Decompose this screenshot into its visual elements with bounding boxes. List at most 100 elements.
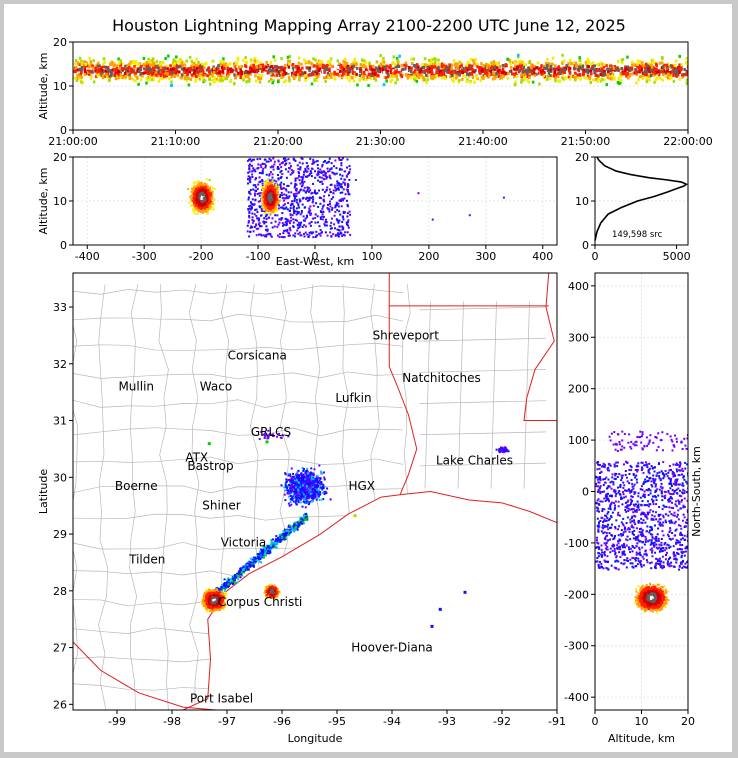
source-point <box>195 206 198 209</box>
source-point <box>368 65 372 69</box>
source-point <box>193 65 196 69</box>
source-point <box>327 76 331 80</box>
source-point <box>350 65 354 69</box>
source-point <box>298 226 301 229</box>
source-point <box>649 63 653 67</box>
source-point <box>330 162 333 165</box>
source-point <box>209 74 213 78</box>
source-point <box>303 189 306 192</box>
source-point <box>115 69 118 73</box>
source-point <box>644 69 648 73</box>
source-point <box>270 159 273 162</box>
source-point <box>640 61 644 65</box>
source-point <box>296 164 299 167</box>
source-point <box>487 68 490 72</box>
source-point <box>96 70 100 74</box>
source-point <box>442 75 445 79</box>
source-point <box>528 60 532 64</box>
source-point <box>348 75 352 79</box>
source-point <box>260 166 263 169</box>
source-point <box>650 70 654 74</box>
source-point <box>226 68 230 72</box>
source-point <box>198 204 201 207</box>
source-point <box>324 79 327 83</box>
source-point <box>307 235 310 238</box>
source-point <box>561 53 564 57</box>
source-point <box>199 190 202 193</box>
source-point <box>451 70 454 74</box>
source-point <box>674 59 678 63</box>
y-tick-label: 20 <box>53 36 67 49</box>
source-point <box>554 79 557 83</box>
source-point <box>284 71 288 75</box>
source-point <box>207 187 210 190</box>
source-point <box>313 189 316 192</box>
source-point <box>249 59 253 63</box>
source-point <box>265 179 268 182</box>
source-point <box>316 159 319 162</box>
source-point <box>340 164 343 167</box>
source-point <box>89 62 93 66</box>
source-point <box>346 173 349 176</box>
source-point <box>346 158 349 161</box>
source-point <box>234 67 238 71</box>
source-point <box>251 218 254 221</box>
source-point <box>286 208 289 211</box>
source-point <box>342 72 345 76</box>
source-point <box>330 235 333 238</box>
source-point <box>101 74 105 78</box>
source-point <box>301 73 304 77</box>
source-point <box>332 192 335 195</box>
source-point <box>175 60 179 64</box>
source-point <box>137 82 140 86</box>
source-point <box>251 170 254 173</box>
source-point <box>393 62 397 66</box>
source-point <box>258 217 261 220</box>
source-point <box>259 164 262 167</box>
source-point <box>251 221 254 224</box>
source-point <box>287 59 290 63</box>
source-point <box>197 74 200 78</box>
source-point <box>262 167 265 170</box>
source-point <box>246 70 250 74</box>
source-point <box>242 58 245 62</box>
source-point <box>326 203 329 206</box>
source-point <box>209 200 212 203</box>
source-point <box>596 79 599 83</box>
source-point <box>685 78 688 82</box>
source-point <box>271 173 274 176</box>
source-point <box>285 159 288 162</box>
source-point <box>364 60 368 64</box>
source-point <box>324 231 327 234</box>
source-point <box>394 69 398 73</box>
source-point <box>140 64 143 68</box>
source-point <box>192 182 195 185</box>
source-point <box>631 72 634 76</box>
source-point <box>340 232 343 235</box>
source-point <box>501 63 505 67</box>
source-point <box>294 232 297 235</box>
source-point <box>546 58 549 62</box>
source-point <box>296 223 299 226</box>
source-point <box>619 81 622 85</box>
source-point <box>626 76 630 80</box>
source-point <box>152 69 156 73</box>
source-point <box>670 70 674 74</box>
source-point <box>199 75 203 79</box>
source-point <box>289 207 292 210</box>
source-point <box>207 67 210 71</box>
source-point <box>202 184 205 187</box>
source-point <box>201 209 204 212</box>
source-point <box>306 66 309 70</box>
source-point <box>322 215 325 218</box>
source-point <box>186 70 189 74</box>
source-point <box>201 62 204 66</box>
source-point <box>429 70 433 74</box>
source-point <box>200 183 203 186</box>
source-point <box>650 62 654 66</box>
source-point <box>196 180 199 183</box>
source-point <box>205 200 208 203</box>
source-point <box>369 67 372 71</box>
source-point <box>78 56 82 60</box>
source-point <box>554 73 558 77</box>
